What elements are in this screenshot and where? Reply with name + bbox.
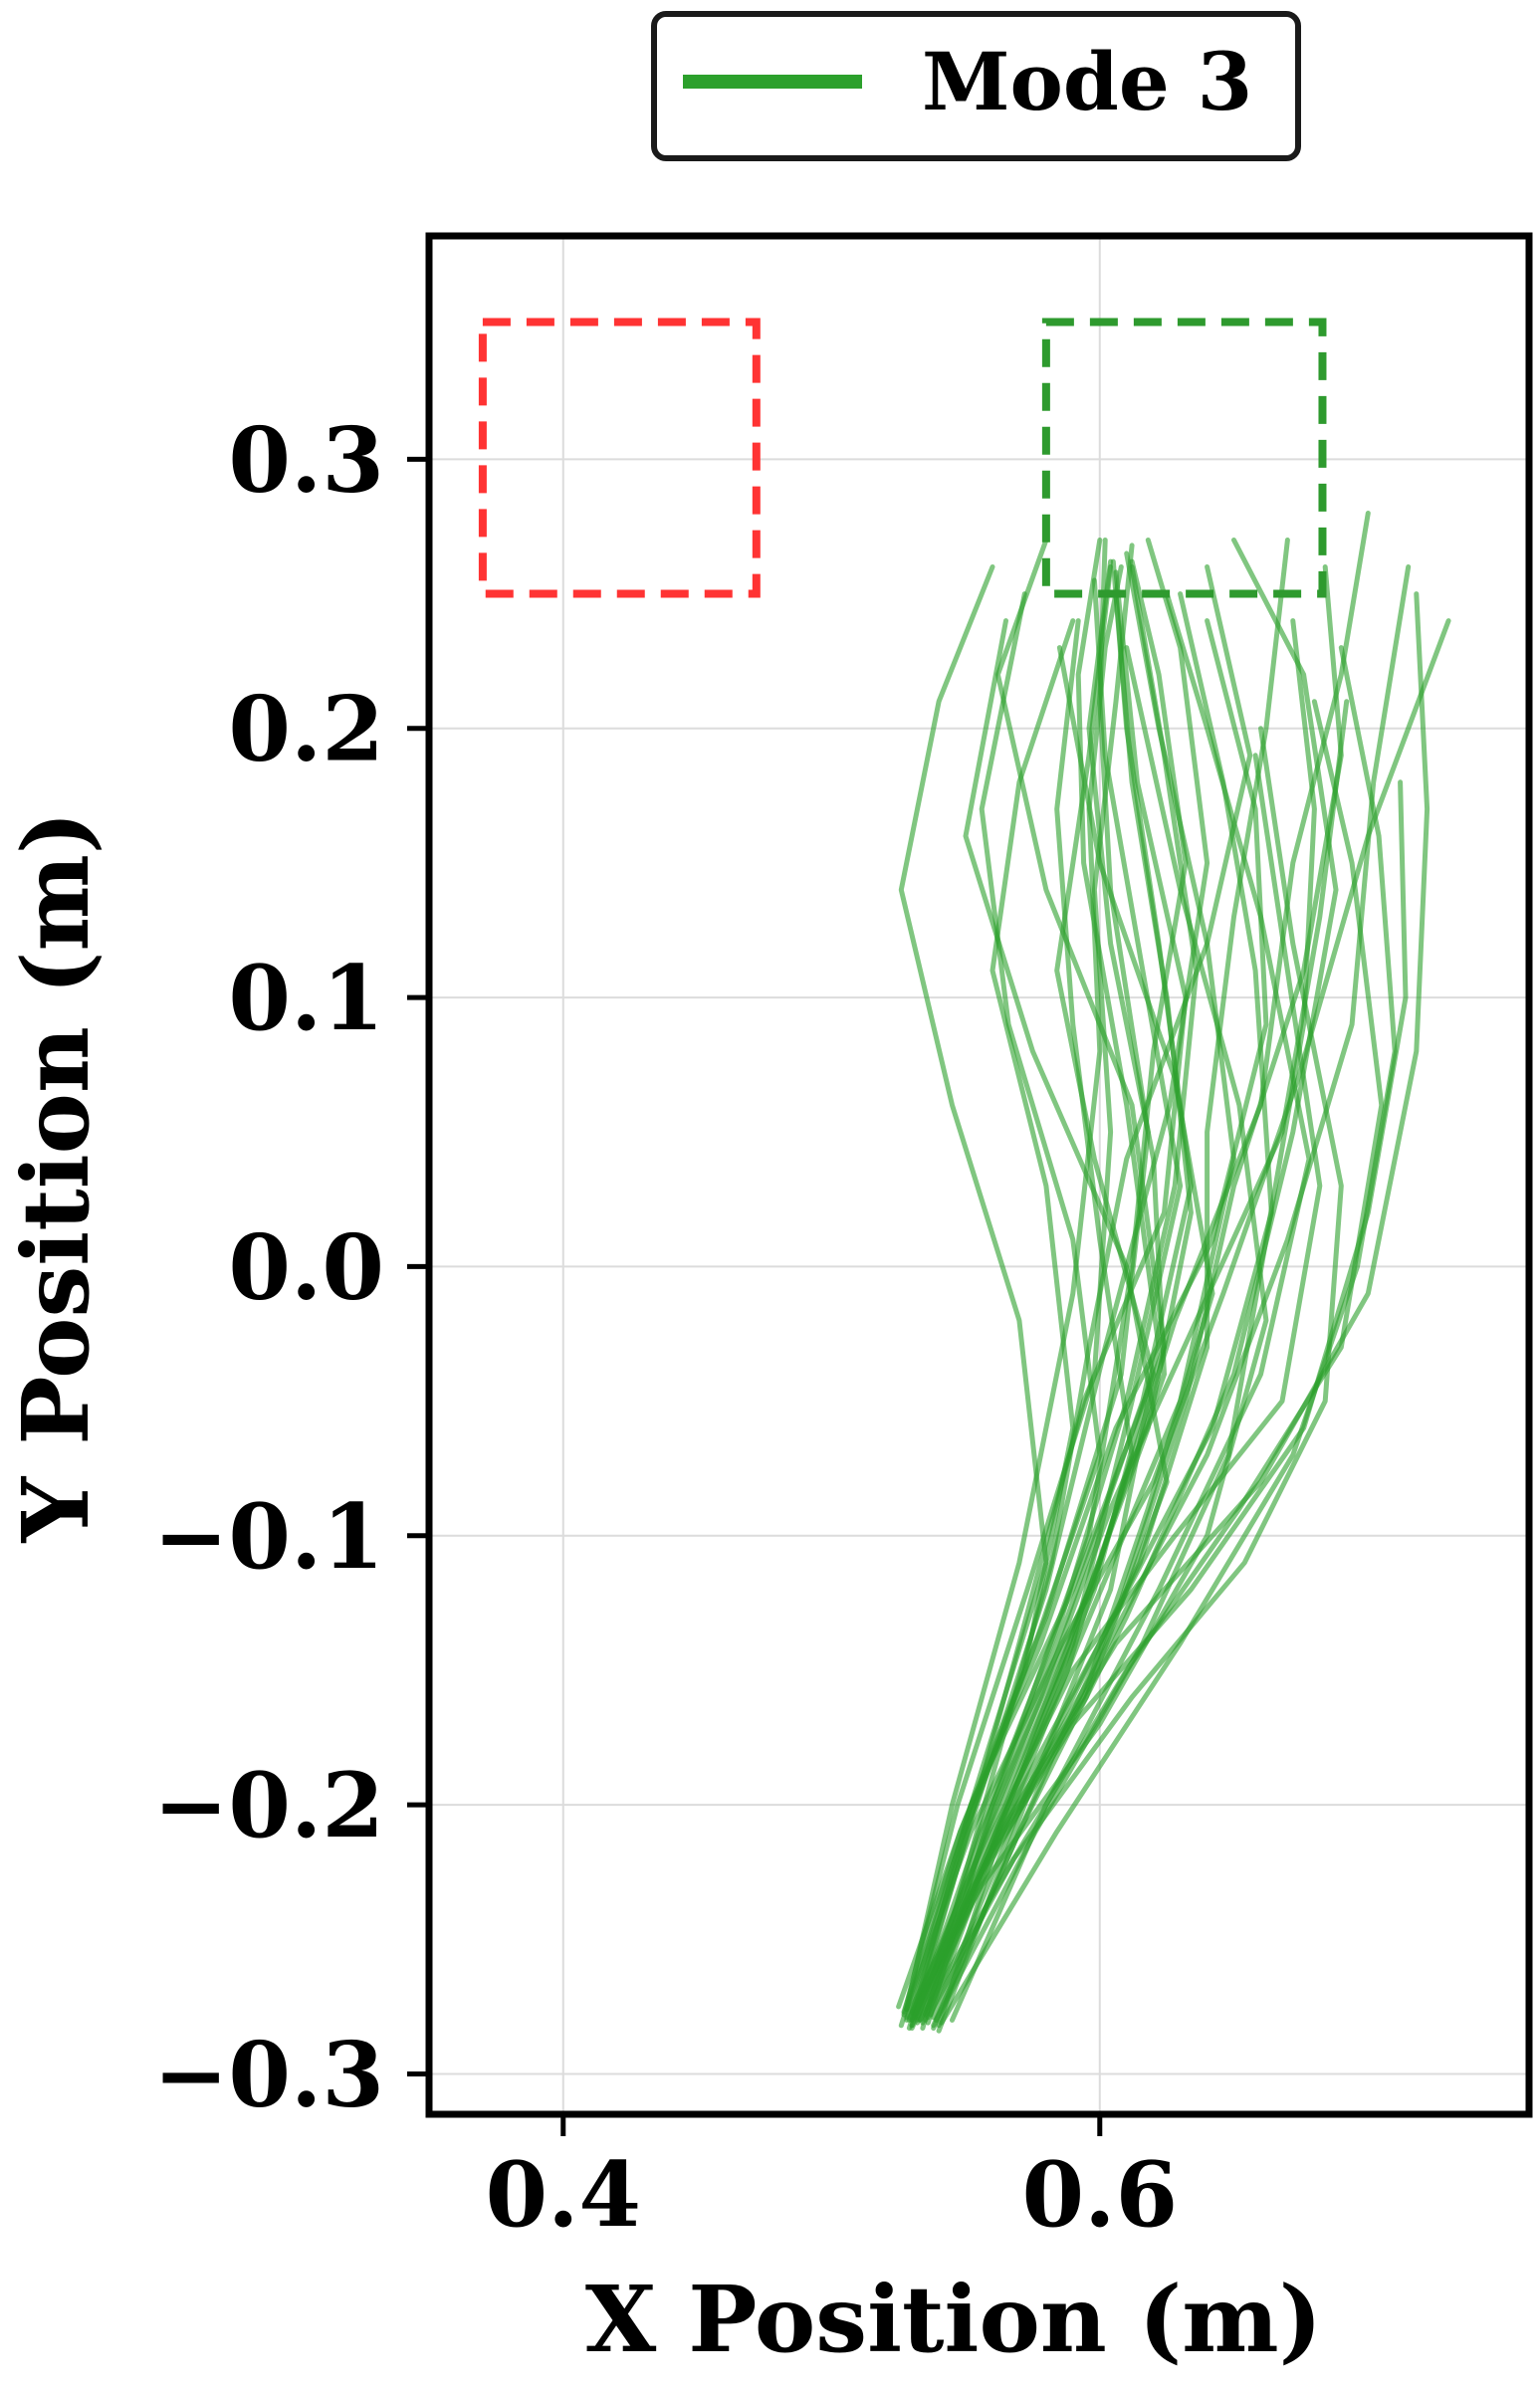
y-tick-label: 0.0 [228, 1214, 384, 1320]
green-target-region [1041, 318, 1327, 598]
red-target-region [478, 318, 761, 598]
trajectory-line [912, 618, 1135, 2018]
trajectory-line [906, 645, 1269, 2021]
trajectory-series-mode-3 [896, 511, 1451, 2034]
y-tick-label: 0.2 [228, 677, 384, 782]
x-axis-ticks: 0.4 0.6 [485, 2114, 1178, 2248]
y-tick-label: −0.2 [153, 1753, 384, 1858]
trajectory-line [909, 591, 1103, 2015]
trajectory-line [923, 591, 1274, 2023]
legend-box [651, 11, 1301, 161]
legend: Mode 3 [651, 11, 1301, 161]
trajectory-line [915, 558, 1194, 2023]
y-axis-ticks: −0.3 −0.2 −0.1 0.0 0.1 0.2 0.3 [153, 407, 429, 2127]
trajectory-line [920, 564, 1253, 2031]
y-tick-label: −0.1 [153, 1484, 384, 1590]
y-tick-label: −0.3 [153, 2022, 384, 2127]
trajectory-line [931, 564, 1344, 2029]
x-axis-label: X Position (m) [585, 2266, 1322, 2373]
x-tick-label: 0.6 [1021, 2142, 1178, 2248]
x-tick-label: 0.4 [485, 2142, 641, 2248]
trajectory-line [931, 538, 1290, 2021]
y-tick-label: 0.3 [228, 407, 384, 513]
target-regions [478, 318, 1327, 598]
trajectory-line [904, 779, 1409, 2021]
plot-frame [425, 232, 1533, 2118]
y-tick-label: 0.1 [228, 946, 384, 1051]
y-axis-label: Y Position (m) [2, 811, 110, 1544]
legend-label-mode-3: Mode 3 [922, 35, 1252, 128]
trajectory-line [909, 564, 1200, 2029]
plot-area [478, 318, 1451, 2034]
trajectory-line [933, 618, 1317, 2023]
